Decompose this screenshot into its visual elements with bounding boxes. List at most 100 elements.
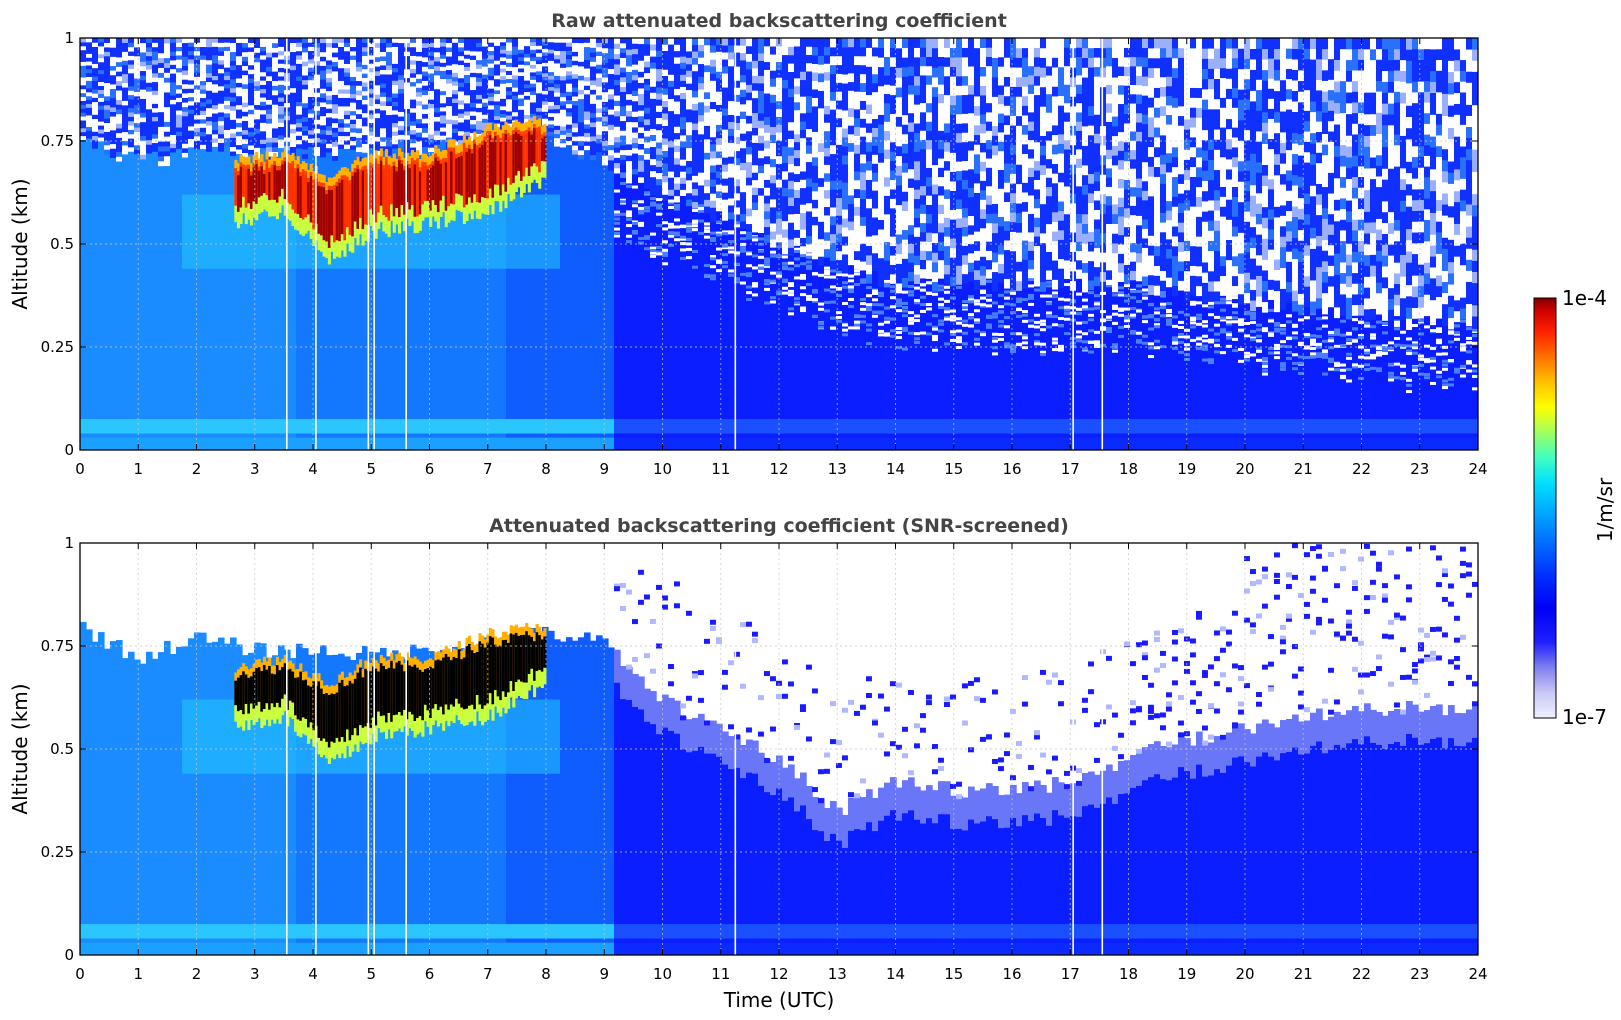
heatmap-cell bbox=[398, 56, 405, 62]
heatmap-cell bbox=[308, 75, 315, 81]
heatmap-cell bbox=[860, 278, 867, 282]
heatmap-cell bbox=[764, 437, 771, 450]
heatmap-cell bbox=[188, 125, 195, 131]
heatmap-cell bbox=[584, 42, 591, 48]
heatmap-cell bbox=[914, 122, 921, 133]
heatmap-cell bbox=[650, 38, 657, 45]
heatmap-cell bbox=[884, 223, 891, 233]
heatmap-cell bbox=[434, 102, 441, 108]
heatmap-cell bbox=[242, 111, 249, 117]
heatmap-cell bbox=[206, 68, 213, 74]
heatmap-cell bbox=[908, 321, 915, 325]
heatmap-cell bbox=[134, 104, 141, 110]
heatmap-cell bbox=[482, 94, 489, 99]
heatmap-cell bbox=[776, 241, 783, 450]
heatmap-cell bbox=[434, 42, 441, 48]
heatmap-cell bbox=[596, 121, 603, 126]
heatmap-cell bbox=[152, 146, 159, 152]
heatmap-cell bbox=[536, 81, 543, 87]
heatmap-cell bbox=[80, 131, 87, 137]
heatmap-cell bbox=[608, 164, 615, 171]
heatmap-cell bbox=[866, 198, 873, 209]
heatmap-cell bbox=[926, 65, 933, 76]
heatmap-cell bbox=[782, 237, 789, 247]
heatmap-cell bbox=[686, 437, 693, 450]
heatmap-cell bbox=[470, 149, 477, 450]
heatmap-cell bbox=[488, 79, 495, 85]
heatmap-cell bbox=[206, 98, 213, 104]
heatmap-cell bbox=[956, 217, 963, 228]
heatmap-cell bbox=[272, 132, 279, 138]
heatmap-cell bbox=[620, 144, 627, 151]
heatmap-cell bbox=[320, 65, 327, 71]
heatmap-cell bbox=[500, 136, 507, 450]
heatmap-cell bbox=[194, 50, 201, 56]
heatmap-cell bbox=[788, 155, 795, 165]
heatmap-cell bbox=[776, 202, 783, 212]
heatmap-cell bbox=[488, 117, 495, 123]
heatmap-cell bbox=[668, 159, 675, 166]
heatmap-cell bbox=[248, 46, 255, 52]
heatmap-cell bbox=[794, 221, 801, 230]
heatmap-cell bbox=[572, 104, 579, 110]
heatmap-cell bbox=[140, 144, 147, 151]
heatmap-cell bbox=[590, 117, 597, 123]
heatmap-cell bbox=[314, 128, 321, 134]
heatmap-cell bbox=[560, 84, 567, 89]
heatmap-cell bbox=[224, 71, 231, 76]
heatmap-cell bbox=[308, 96, 315, 102]
heatmap-cell bbox=[914, 245, 921, 256]
heatmap-cell bbox=[908, 331, 915, 335]
heatmap-cell bbox=[614, 79, 621, 86]
heatmap-cell bbox=[344, 114, 351, 120]
heatmap-cell bbox=[956, 236, 963, 247]
heatmap-cell bbox=[572, 69, 579, 75]
heatmap-cell bbox=[890, 255, 897, 265]
heatmap-cell bbox=[458, 108, 465, 114]
heatmap-cell bbox=[908, 150, 915, 160]
heatmap-cell bbox=[302, 153, 309, 159]
heatmap-cell bbox=[950, 200, 957, 211]
heatmap-cell bbox=[770, 271, 777, 275]
heatmap-cell bbox=[890, 437, 897, 450]
heatmap-cell bbox=[752, 238, 759, 242]
heatmap-cell bbox=[128, 90, 135, 96]
heatmap-cell bbox=[434, 134, 441, 141]
heatmap-cell bbox=[248, 136, 255, 142]
heatmap-cell bbox=[200, 50, 207, 56]
heatmap-cell bbox=[668, 38, 675, 45]
heatmap-cell bbox=[782, 121, 789, 130]
heatmap-cell bbox=[602, 47, 609, 54]
heatmap-cell bbox=[632, 221, 639, 225]
heatmap-cell bbox=[794, 249, 801, 253]
heatmap-cell bbox=[542, 118, 549, 123]
heatmap-cell bbox=[404, 108, 411, 114]
heatmap-cell bbox=[974, 320, 981, 324]
heatmap-cell bbox=[362, 81, 369, 87]
heatmap-cell bbox=[896, 330, 903, 334]
heatmap-cell bbox=[86, 114, 93, 120]
heatmap-cell bbox=[938, 329, 945, 333]
heatmap-cell bbox=[902, 57, 909, 68]
heatmap-cell bbox=[884, 121, 891, 132]
heatmap-cell bbox=[746, 215, 753, 225]
heatmap-cell bbox=[884, 112, 891, 122]
heatmap-cell bbox=[860, 171, 867, 182]
heatmap-cell bbox=[422, 132, 429, 138]
heatmap-cell bbox=[332, 61, 339, 67]
heatmap-cell bbox=[722, 192, 729, 200]
heatmap-cell bbox=[452, 42, 459, 48]
heatmap-cell bbox=[410, 194, 417, 269]
heatmap-cell bbox=[968, 75, 975, 86]
heatmap-cell bbox=[338, 80, 345, 86]
heatmap-cell bbox=[470, 93, 477, 99]
heatmap-cell bbox=[962, 169, 969, 180]
heatmap-cell bbox=[116, 156, 123, 162]
heatmap-cell bbox=[650, 437, 657, 450]
heatmap-cell bbox=[764, 242, 771, 450]
heatmap-cell bbox=[788, 130, 795, 139]
heatmap-cell bbox=[434, 84, 441, 90]
heatmap-cell bbox=[308, 142, 315, 148]
heatmap-cell bbox=[386, 419, 393, 434]
heatmap-cell bbox=[452, 63, 459, 69]
